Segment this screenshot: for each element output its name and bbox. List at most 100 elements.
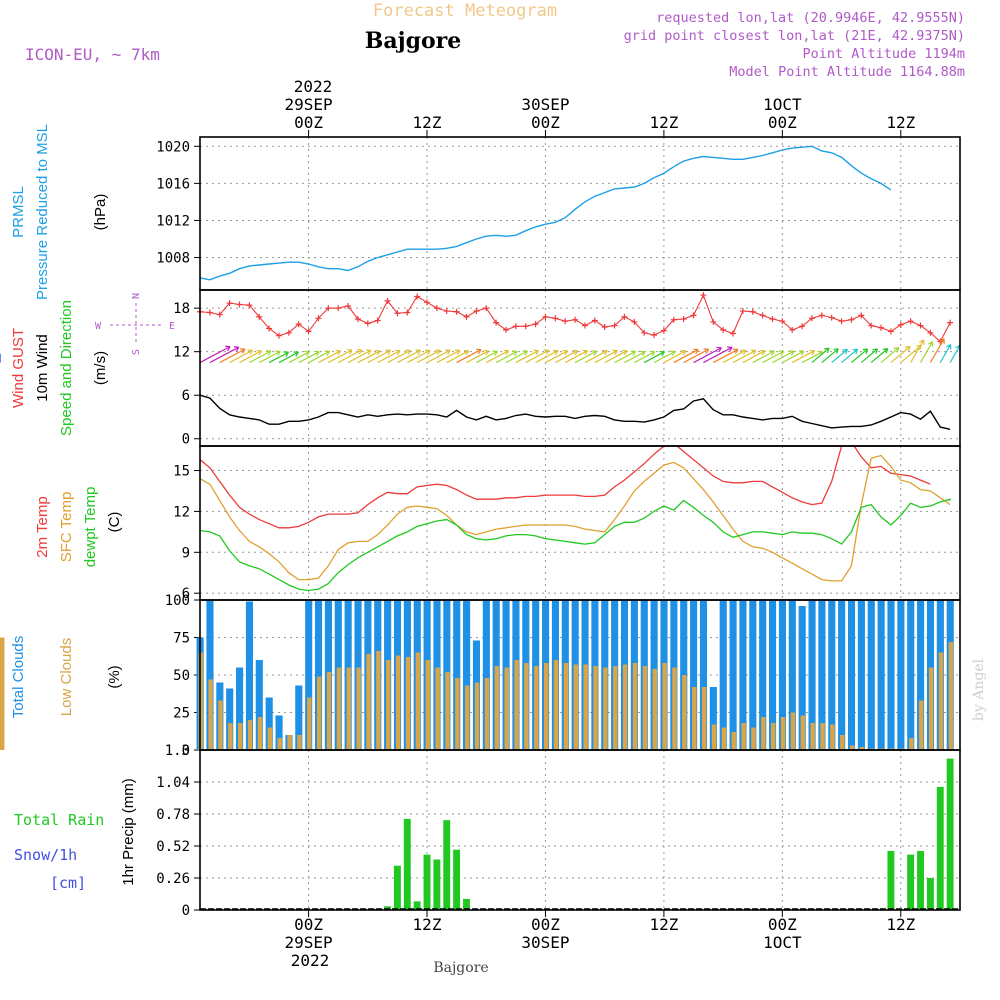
wind-arrowhead bbox=[582, 349, 589, 356]
panel-frame bbox=[199, 445, 961, 601]
pressure-unit: (hPa) bbox=[92, 194, 109, 231]
low-cloud-bar bbox=[859, 747, 865, 750]
dewpt-label: dewpt Temp bbox=[82, 487, 99, 568]
ytick-label-wind: 6 bbox=[182, 388, 190, 404]
wind-arrowhead bbox=[562, 349, 569, 356]
gust-point bbox=[631, 318, 638, 325]
wind-arrowhead bbox=[778, 350, 785, 356]
wind-arrow bbox=[436, 349, 461, 364]
low-cloud-bar bbox=[938, 652, 944, 750]
wind-arrowhead bbox=[919, 339, 925, 345]
wind-arrowhead bbox=[476, 348, 482, 355]
wind-arrowhead bbox=[750, 349, 757, 355]
pressure-label-1: PRMSL bbox=[10, 186, 27, 238]
top-hour-label: 00Z bbox=[531, 113, 560, 132]
low-cloud-bar bbox=[514, 660, 519, 750]
wind-arrowhead bbox=[945, 344, 952, 350]
wind-arrowhead bbox=[435, 349, 441, 355]
location-title: Bajgore bbox=[365, 28, 461, 54]
compass-w: W bbox=[95, 321, 102, 332]
gust-point bbox=[868, 322, 875, 329]
gust-point bbox=[236, 301, 243, 308]
gust-point bbox=[749, 308, 756, 315]
wind-arrowhead bbox=[314, 350, 320, 357]
rain-bar bbox=[443, 820, 451, 910]
gust-point bbox=[522, 323, 529, 330]
gust-point bbox=[572, 316, 579, 323]
wind-arrow bbox=[574, 350, 597, 364]
gust-point bbox=[246, 302, 253, 309]
wind-arrow bbox=[712, 348, 739, 364]
gust-point bbox=[443, 308, 450, 315]
low-cloud-bar bbox=[711, 724, 717, 750]
precip-unit: 1hr Precip (mm) bbox=[120, 778, 137, 886]
wind-arrow bbox=[219, 348, 246, 364]
ytick-label-clouds: 50 bbox=[173, 668, 190, 684]
ytick-label-clouds: 25 bbox=[173, 706, 190, 722]
wind-arrow bbox=[268, 351, 289, 364]
wind-arrowhead bbox=[732, 348, 739, 355]
wind-arrow bbox=[239, 350, 262, 364]
low-cloud-bar bbox=[800, 715, 806, 750]
gust-point bbox=[206, 309, 213, 316]
wind-arrow bbox=[545, 350, 568, 364]
rain-bar bbox=[413, 901, 421, 910]
wind-arrowhead bbox=[693, 348, 699, 355]
total-cloud-bar bbox=[265, 697, 273, 750]
gust-point bbox=[670, 316, 677, 323]
wind-arrow bbox=[860, 348, 878, 364]
low-cloud-bar bbox=[731, 732, 736, 750]
low-cloud-bar bbox=[642, 666, 648, 750]
wind-arrowhead bbox=[703, 348, 710, 354]
gust-point bbox=[502, 326, 509, 333]
low-cloud-bar bbox=[583, 664, 588, 750]
top-hour-label: 00Z bbox=[294, 113, 323, 132]
gust-point bbox=[611, 322, 618, 329]
low-cloud-bar bbox=[810, 723, 815, 750]
wind-arrow bbox=[426, 349, 451, 364]
total-cloud-bar bbox=[907, 600, 915, 750]
wind-arrowhead bbox=[483, 349, 490, 356]
low-cloud-bar bbox=[790, 712, 796, 750]
low-cloud-bar bbox=[376, 651, 381, 750]
wind-arrow bbox=[249, 350, 272, 364]
total-cloud-bar bbox=[847, 600, 856, 750]
compass-s: S bbox=[131, 349, 142, 355]
ytick-label-pressure: 1020 bbox=[156, 139, 190, 155]
low-cloud-bar bbox=[524, 663, 529, 750]
wind-arrowhead bbox=[740, 349, 747, 355]
wind-arrowhead bbox=[833, 348, 839, 354]
wind-arrowhead bbox=[304, 350, 310, 357]
low-cloud-bar bbox=[316, 676, 322, 750]
wind-arrowhead bbox=[415, 349, 422, 355]
ytick-label-temperature: 12 bbox=[173, 504, 190, 520]
product-title: Forecast Meteogram bbox=[373, 1, 557, 21]
wind-arrowhead bbox=[425, 349, 431, 355]
sfc-line bbox=[200, 454, 951, 582]
low-cloud-bar bbox=[632, 663, 638, 750]
wind-arrowhead bbox=[374, 349, 381, 356]
gust-point bbox=[789, 326, 796, 333]
wind-arrowhead bbox=[394, 349, 401, 356]
gust-point bbox=[591, 317, 598, 324]
wind-arrow bbox=[367, 349, 391, 364]
gust-point bbox=[364, 320, 371, 327]
low-cloud-bar bbox=[761, 717, 766, 750]
wind-arrow bbox=[703, 346, 733, 364]
gust-point bbox=[779, 318, 786, 325]
ytick-label-wind: 0 bbox=[182, 432, 190, 448]
ytick-label-wind: 18 bbox=[173, 301, 190, 317]
gust-point bbox=[473, 308, 480, 315]
total-cloud-bar bbox=[729, 600, 737, 750]
wind-arrowhead bbox=[716, 346, 722, 353]
sfc-label: SFC Temp bbox=[58, 492, 75, 563]
gust-point bbox=[295, 321, 302, 328]
total-cloud-bar bbox=[867, 600, 875, 750]
model-altitude: Model Point Altitude 1164.88m bbox=[729, 64, 965, 80]
rain-label: Total Rain bbox=[14, 811, 104, 829]
wind-arrowhead bbox=[445, 349, 451, 355]
ytick-label-precip: 1.04 bbox=[156, 775, 190, 791]
wind-arrow bbox=[949, 345, 961, 363]
ytick-label-temperature: 15 bbox=[173, 464, 190, 480]
gust-point bbox=[453, 308, 460, 315]
